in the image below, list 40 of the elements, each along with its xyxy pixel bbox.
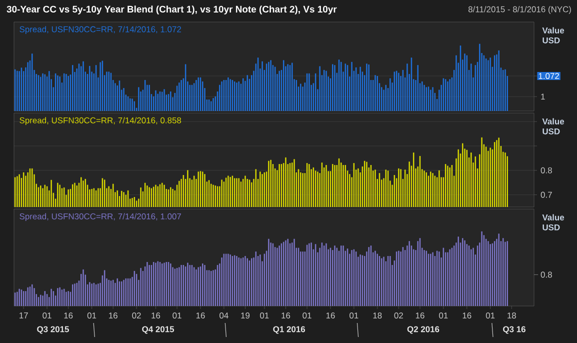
x-tick-label: 02 — [394, 312, 403, 319]
text: Q1 2016 — [273, 326, 306, 334]
text: Spread, USFN30CC=RR, 7/14/2016, 1.007 — [20, 213, 181, 222]
y-axis-title: Value USD — [542, 214, 564, 230]
x-tick-label: 17 — [20, 312, 28, 318]
y-tick-label: 1 — [541, 94, 545, 100]
x-tick-label: 01 — [42, 312, 52, 319]
x-tick-label: 02 — [132, 312, 141, 319]
x-tick-label: 01 — [350, 312, 358, 319]
text: Q3 16 — [503, 326, 526, 334]
text: Q4 2015 — [142, 326, 174, 334]
x-tick-label: 01 — [87, 312, 96, 319]
chart-title: 30-Year CC vs 5y-10y Year Blend (Chart 1), vs 10yr Note (Chart 2), Vs 10yr — [6, 6, 337, 14]
x-tick-label: 18 — [508, 312, 516, 319]
x-tick-label: 18 — [373, 312, 382, 319]
x-tick-label: 16 — [326, 312, 335, 319]
x-tick-label: 01 — [302, 312, 312, 319]
x-tick-label: 19 — [241, 312, 250, 319]
y-tick-label: 0.7 — [540, 192, 552, 198]
y-tick-label: 1.072 — [538, 72, 559, 79]
x-tick-label: 04 — [220, 312, 228, 319]
x-tick-label: 16 — [416, 312, 424, 319]
text: Spread, USFN30CC=RR, 7/14/2016, 0.858 — [20, 117, 182, 126]
x-tick-label: 01 — [172, 312, 182, 319]
chart-subtitle: 8/11/2015 - 8/1/2016 (NYC) — [468, 6, 571, 14]
x-tick-label: 16 — [196, 312, 205, 319]
x-tick-label: 16 — [152, 312, 160, 319]
x-tick-label: 01 — [439, 312, 448, 319]
x-tick-label: 16 — [64, 312, 73, 319]
x-tick-label: 01 — [486, 312, 495, 319]
x-tick-label: 01 — [260, 312, 269, 319]
y-axis-title: Value USD — [542, 118, 564, 134]
y-tick-label: 0.8 — [540, 167, 552, 174]
y-axis-title: Value USD — [542, 27, 564, 44]
text: Q3 2015 — [37, 326, 69, 334]
x-tick-label: 16 — [282, 312, 290, 319]
x-tick-label: 16 — [109, 312, 118, 319]
text: Spread, USFN30CC=RR, 7/14/2016, 1.072 — [20, 26, 181, 34]
text: Q2 2016 — [407, 326, 440, 334]
x-tick-label: 16 — [462, 312, 472, 319]
